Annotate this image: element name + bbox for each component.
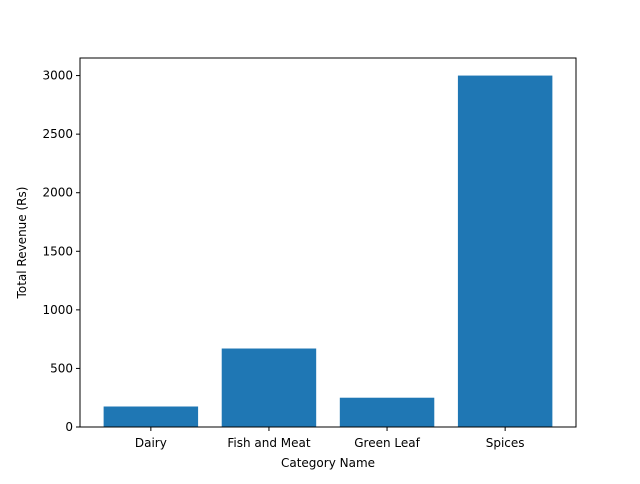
y-axis-label: Total Revenue (Rs)	[15, 187, 29, 300]
y-axis-ticks: 0 500 1000 1500 2000 2500 3000	[42, 69, 80, 434]
y-tick-label: 1000	[42, 303, 73, 317]
bar-fish-and-meat	[221, 348, 317, 427]
bars-layer	[103, 75, 553, 428]
bar-dairy	[103, 406, 199, 427]
x-tick-label: Green Leaf	[354, 436, 420, 450]
x-tick-label: Fish and Meat	[227, 436, 311, 450]
y-tick-label: 0	[65, 420, 73, 434]
y-tick-label: 2500	[42, 127, 73, 141]
bar-green-leaf	[339, 397, 435, 427]
y-tick-label: 500	[50, 361, 73, 375]
x-tick-label: Spices	[486, 436, 525, 450]
y-tick-label: 2000	[42, 186, 73, 200]
x-axis-ticks: Dairy Fish and Meat Green Leaf Spices	[135, 427, 525, 450]
bar-spices	[457, 75, 553, 428]
x-axis-label: Category Name	[281, 456, 375, 470]
plot-frame	[79, 57, 577, 428]
x-tick-label: Dairy	[135, 436, 167, 450]
y-tick-label: 3000	[42, 69, 73, 83]
y-tick-label: 1500	[42, 244, 73, 258]
